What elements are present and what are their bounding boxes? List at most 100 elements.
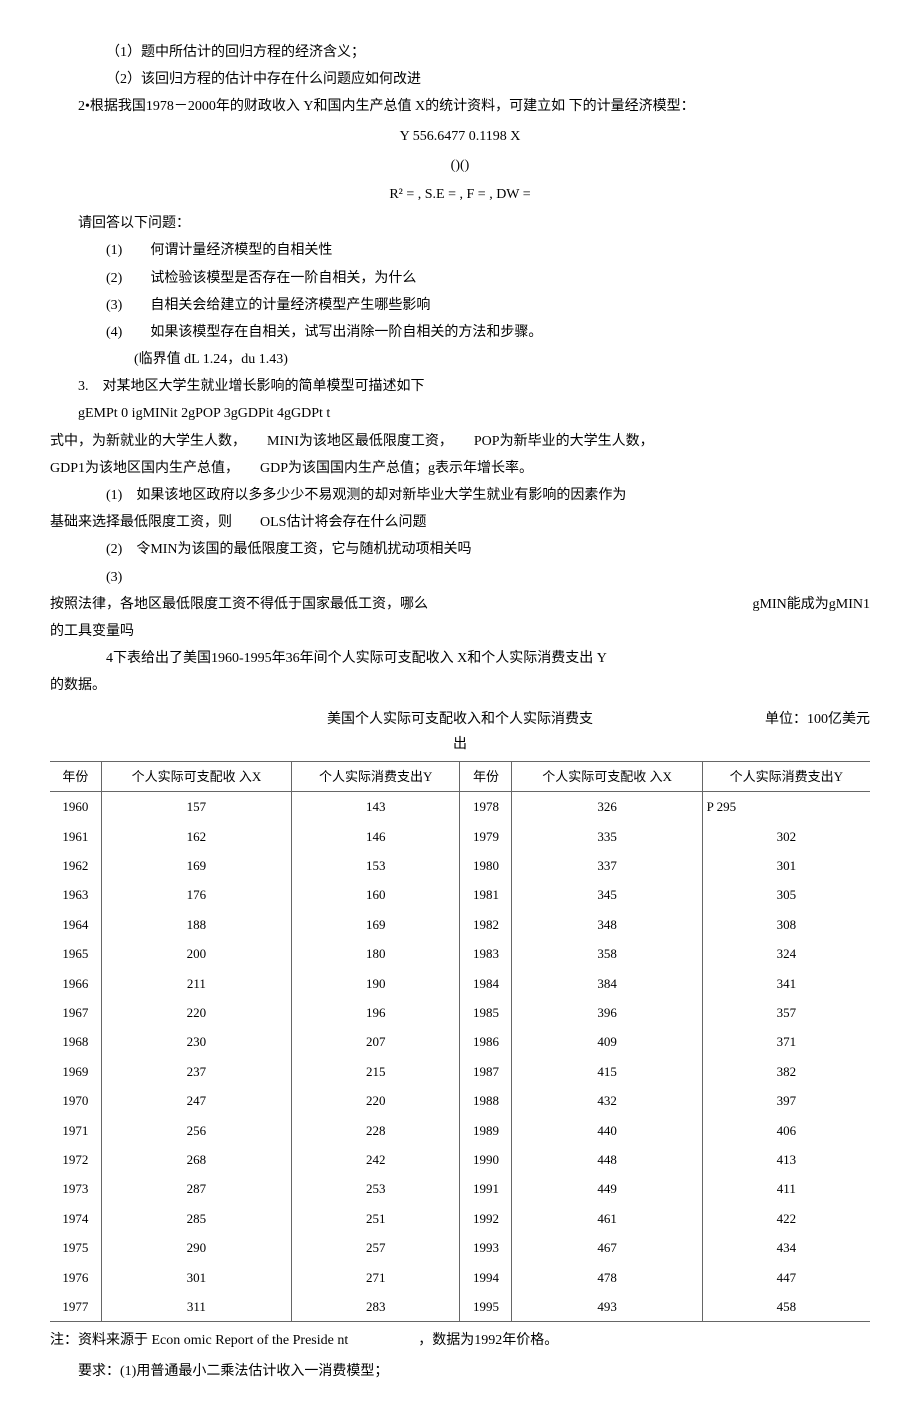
table-cell: 290 bbox=[101, 1233, 291, 1262]
table-cell: 176 bbox=[101, 880, 291, 909]
table-cell: 285 bbox=[101, 1204, 291, 1233]
table-cell: 1972 bbox=[50, 1145, 101, 1174]
table-cell: P 295 bbox=[702, 792, 870, 822]
table-cell: 1980 bbox=[460, 851, 512, 880]
table-cell: 493 bbox=[512, 1292, 702, 1322]
table-cell: 467 bbox=[512, 1233, 702, 1262]
table-row: 19611621461979335302 bbox=[50, 822, 870, 851]
q3-s3b: 按照法律，各地区最低限度工资不得低于国家最低工资，哪么 gMIN能成为gMIN1 bbox=[50, 592, 870, 617]
table-title: 美国个人实际可支配收入和个人实际消费支出 bbox=[323, 707, 596, 757]
th-year-1: 年份 bbox=[50, 761, 101, 791]
table-cell: 211 bbox=[101, 969, 291, 998]
table-note: 注：资料来源于 Econ omic Report of the Preside … bbox=[50, 1328, 870, 1353]
q3-s3b1: 按照法律，各地区最低限度工资不得低于国家最低工资，哪么 bbox=[50, 592, 428, 617]
table-cell: 1961 bbox=[50, 822, 101, 851]
table-unit: 单位：100亿美元 bbox=[597, 707, 870, 757]
table-cell: 449 bbox=[512, 1174, 702, 1203]
table-cell: 1973 bbox=[50, 1174, 101, 1203]
q3-s1b: 基础来选择最低限度工资，则 OLS估计将会存在什么问题 bbox=[50, 510, 870, 535]
q3-intro: 3. 对某地区大学生就业增长影响的简单模型可描述如下 bbox=[78, 374, 870, 399]
th-y-2: 个人实际消费支出Y bbox=[702, 761, 870, 791]
table-cell: 1981 bbox=[460, 880, 512, 909]
table-row: 19722682421990448413 bbox=[50, 1145, 870, 1174]
data-table: 年份 个人实际可支配收 入X 个人实际消费支出Y 年份 个人实际可支配收 入X … bbox=[50, 761, 870, 1322]
table-cell: 1987 bbox=[460, 1057, 512, 1086]
q3-s3c: 的工具变量吗 bbox=[50, 619, 870, 644]
table-cell: 1971 bbox=[50, 1116, 101, 1145]
table-cell: 358 bbox=[512, 939, 702, 968]
table-cell: 1968 bbox=[50, 1027, 101, 1056]
table-cell: 1995 bbox=[460, 1292, 512, 1322]
table-cell: 440 bbox=[512, 1116, 702, 1145]
table-cell: 251 bbox=[292, 1204, 460, 1233]
q3-no: 3. bbox=[78, 379, 89, 394]
formula-3: R² = , S.E = , F = , DW = bbox=[50, 182, 870, 207]
table-cell: 345 bbox=[512, 880, 702, 909]
q3-s3b2: gMIN能成为gMIN1 bbox=[753, 592, 870, 617]
table-cell: 326 bbox=[512, 792, 702, 822]
table-row: 19621691531980337301 bbox=[50, 851, 870, 880]
table-row: 19631761601981345305 bbox=[50, 880, 870, 909]
table-cell: 308 bbox=[702, 910, 870, 939]
table-cell: 228 bbox=[292, 1116, 460, 1145]
q2-item-1: (1) 何谓计量经济模型的自相关性 bbox=[106, 238, 870, 263]
table-cell: 461 bbox=[512, 1204, 702, 1233]
table-cell: 1975 bbox=[50, 1233, 101, 1262]
table-cell: 1983 bbox=[460, 939, 512, 968]
table-cell: 169 bbox=[292, 910, 460, 939]
q3-s2: (2) 令MIN为该国的最低限度工资，它与随机扰动项相关吗 bbox=[106, 537, 870, 562]
table-cell: 1964 bbox=[50, 910, 101, 939]
table-cell: 1962 bbox=[50, 851, 101, 880]
q1-sub1: （1）题中所估计的回归方程的经济含义； bbox=[106, 40, 870, 65]
table-body: 19601571431978326P 295196116214619793353… bbox=[50, 792, 870, 1322]
table-cell: 190 bbox=[292, 969, 460, 998]
table-cell: 268 bbox=[101, 1145, 291, 1174]
table-cell: 162 bbox=[101, 822, 291, 851]
table-cell: 1974 bbox=[50, 1204, 101, 1233]
table-cell: 1985 bbox=[460, 998, 512, 1027]
q2-2-no: (2) bbox=[106, 271, 122, 286]
q2-4-no: (4) bbox=[106, 325, 122, 340]
table-cell: 271 bbox=[292, 1263, 460, 1292]
table-cell: 207 bbox=[292, 1027, 460, 1056]
q2-item-3: (3) 自相关会给建立的计量经济模型产生哪些影响 bbox=[106, 293, 870, 318]
table-cell: 397 bbox=[702, 1086, 870, 1115]
q2-item-4: (4) 如果该模型存在自相关，试写出消除一阶自相关的方法和步骤。 bbox=[106, 320, 870, 345]
table-row: 19742852511992461422 bbox=[50, 1204, 870, 1233]
table-cell: 324 bbox=[702, 939, 870, 968]
table-cell: 447 bbox=[702, 1263, 870, 1292]
table-row: 19682302071986409371 bbox=[50, 1027, 870, 1056]
table-cell: 415 bbox=[512, 1057, 702, 1086]
table-cell: 253 bbox=[292, 1174, 460, 1203]
table-cell: 242 bbox=[292, 1145, 460, 1174]
q3-txt: 对某地区大学生就业增长影响的简单模型可描述如下 bbox=[103, 379, 425, 394]
q3-s3: (3) bbox=[106, 565, 870, 590]
table-cell: 301 bbox=[702, 851, 870, 880]
q2-3-no: (3) bbox=[106, 298, 122, 313]
table-cell: 200 bbox=[101, 939, 291, 968]
table-cell: 157 bbox=[101, 792, 291, 822]
table-cell: 160 bbox=[292, 880, 460, 909]
table-cell: 1992 bbox=[460, 1204, 512, 1233]
formula-1: Y 556.6477 0.1198 X bbox=[50, 124, 870, 149]
table-cell: 311 bbox=[101, 1292, 291, 1322]
table-cell: 448 bbox=[512, 1145, 702, 1174]
table-cell: 432 bbox=[512, 1086, 702, 1115]
th-y-1: 个人实际消费支出Y bbox=[292, 761, 460, 791]
table-cell: 188 bbox=[101, 910, 291, 939]
table-cell: 341 bbox=[702, 969, 870, 998]
table-cell: 305 bbox=[702, 880, 870, 909]
table-cell: 196 bbox=[292, 998, 460, 1027]
table-row: 19732872531991449411 bbox=[50, 1174, 870, 1203]
table-cell: 335 bbox=[512, 822, 702, 851]
table-cell: 1991 bbox=[460, 1174, 512, 1203]
table-row: 19692372151987415382 bbox=[50, 1057, 870, 1086]
q2-2-txt: 试检验该模型是否存在一阶自相关，为什么 bbox=[150, 271, 416, 286]
table-cell: 283 bbox=[292, 1292, 460, 1322]
table-cell: 153 bbox=[292, 851, 460, 880]
table-header-row: 年份 个人实际可支配收 入X 个人实际消费支出Y 年份 个人实际可支配收 入X … bbox=[50, 761, 870, 791]
table-cell: 237 bbox=[101, 1057, 291, 1086]
q3-desc1: 式中，为新就业的大学生人数， MINI为该地区最低限度工资， POP为新毕业的大… bbox=[50, 429, 870, 454]
q1-sub2: （2）该回归方程的估计中存在什么问题应如何改进 bbox=[106, 67, 870, 92]
table-cell: 256 bbox=[101, 1116, 291, 1145]
